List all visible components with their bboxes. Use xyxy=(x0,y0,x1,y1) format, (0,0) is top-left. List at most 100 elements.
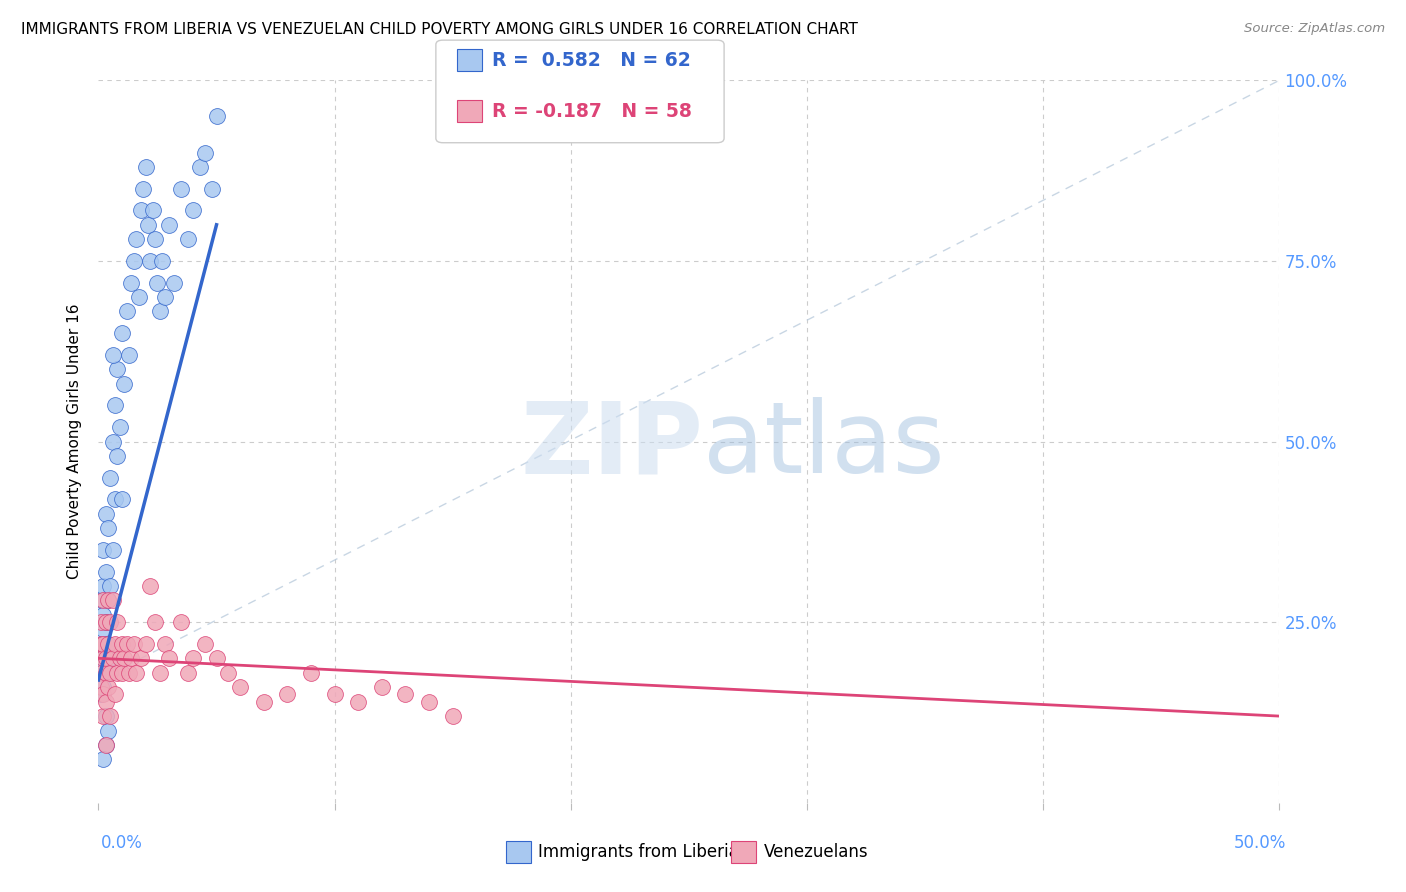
Point xyxy=(108,651,131,665)
Point xyxy=(139,253,162,268)
Y-axis label: Child Poverty Among Girls Under 16: Child Poverty Among Girls Under 16 xyxy=(67,304,83,579)
Point xyxy=(98,470,121,484)
Point xyxy=(418,695,440,709)
Point xyxy=(94,709,117,723)
Point xyxy=(91,658,114,673)
Point xyxy=(105,449,128,463)
Point xyxy=(129,203,152,218)
Text: R = -0.187   N = 58: R = -0.187 N = 58 xyxy=(492,102,692,120)
Point xyxy=(441,709,464,723)
Point xyxy=(90,665,112,680)
Point xyxy=(276,687,298,701)
Point xyxy=(188,160,211,174)
Point xyxy=(98,651,121,665)
Point xyxy=(229,680,252,694)
Point xyxy=(97,637,120,651)
Point xyxy=(97,680,120,694)
Text: 50.0%: 50.0% xyxy=(1234,834,1286,852)
Point xyxy=(108,420,131,434)
Point xyxy=(94,565,117,579)
Point xyxy=(97,521,120,535)
Point xyxy=(149,304,172,318)
Point xyxy=(111,665,134,680)
Point xyxy=(90,687,112,701)
Point xyxy=(121,651,143,665)
Point xyxy=(253,695,276,709)
Point xyxy=(91,651,114,665)
Point xyxy=(146,276,169,290)
Point xyxy=(157,218,180,232)
Point xyxy=(90,665,112,680)
Point xyxy=(91,579,114,593)
Point xyxy=(112,651,135,665)
Point xyxy=(98,709,121,723)
Point xyxy=(143,615,166,630)
Point xyxy=(94,665,117,680)
Point xyxy=(194,637,217,651)
Point xyxy=(104,687,127,701)
Point xyxy=(90,593,112,607)
Point xyxy=(98,665,121,680)
Point xyxy=(111,326,134,340)
Point xyxy=(135,160,157,174)
Point xyxy=(91,607,114,622)
Point xyxy=(135,637,157,651)
Point xyxy=(143,232,166,246)
Point xyxy=(142,203,165,218)
Point xyxy=(153,637,176,651)
Point xyxy=(94,507,117,521)
Point xyxy=(201,182,224,196)
Point xyxy=(217,665,239,680)
Point xyxy=(94,615,117,630)
Point xyxy=(105,615,128,630)
Point xyxy=(101,348,124,362)
Point xyxy=(94,738,117,752)
Point xyxy=(129,651,152,665)
Point xyxy=(105,362,128,376)
Point xyxy=(105,665,128,680)
Point xyxy=(299,665,322,680)
Point xyxy=(98,579,121,593)
Point xyxy=(181,651,204,665)
Point xyxy=(118,665,141,680)
Point xyxy=(91,680,114,694)
Point xyxy=(101,542,124,557)
Point xyxy=(163,276,186,290)
Point xyxy=(94,615,117,630)
Point xyxy=(101,434,124,449)
Point xyxy=(122,637,145,651)
Point xyxy=(90,680,112,694)
Point xyxy=(170,615,193,630)
Point xyxy=(111,637,134,651)
Point xyxy=(97,593,120,607)
Point xyxy=(97,665,120,680)
Point xyxy=(91,593,114,607)
Point xyxy=(177,665,200,680)
Point xyxy=(181,203,204,218)
Point xyxy=(90,651,112,665)
Point xyxy=(104,492,127,507)
Text: Venezuelans: Venezuelans xyxy=(763,843,868,862)
Point xyxy=(104,637,127,651)
Point xyxy=(139,579,162,593)
Point xyxy=(97,723,120,738)
Point xyxy=(90,615,112,630)
Point xyxy=(177,232,200,246)
Text: IMMIGRANTS FROM LIBERIA VS VENEZUELAN CHILD POVERTY AMONG GIRLS UNDER 16 CORRELA: IMMIGRANTS FROM LIBERIA VS VENEZUELAN CH… xyxy=(21,22,858,37)
Point xyxy=(394,687,416,701)
Point xyxy=(371,680,394,694)
Text: 0.0%: 0.0% xyxy=(101,834,143,852)
Point xyxy=(91,637,114,651)
Point xyxy=(347,695,370,709)
Point xyxy=(153,290,176,304)
Point xyxy=(136,218,159,232)
Point xyxy=(194,145,217,160)
Text: Immigrants from Liberia: Immigrants from Liberia xyxy=(538,843,740,862)
Point xyxy=(97,593,120,607)
Text: R =  0.582   N = 62: R = 0.582 N = 62 xyxy=(492,51,690,70)
Point xyxy=(128,290,150,304)
Text: ZIP: ZIP xyxy=(520,398,703,494)
Point xyxy=(94,637,117,651)
Point xyxy=(115,304,138,318)
Point xyxy=(94,651,117,665)
